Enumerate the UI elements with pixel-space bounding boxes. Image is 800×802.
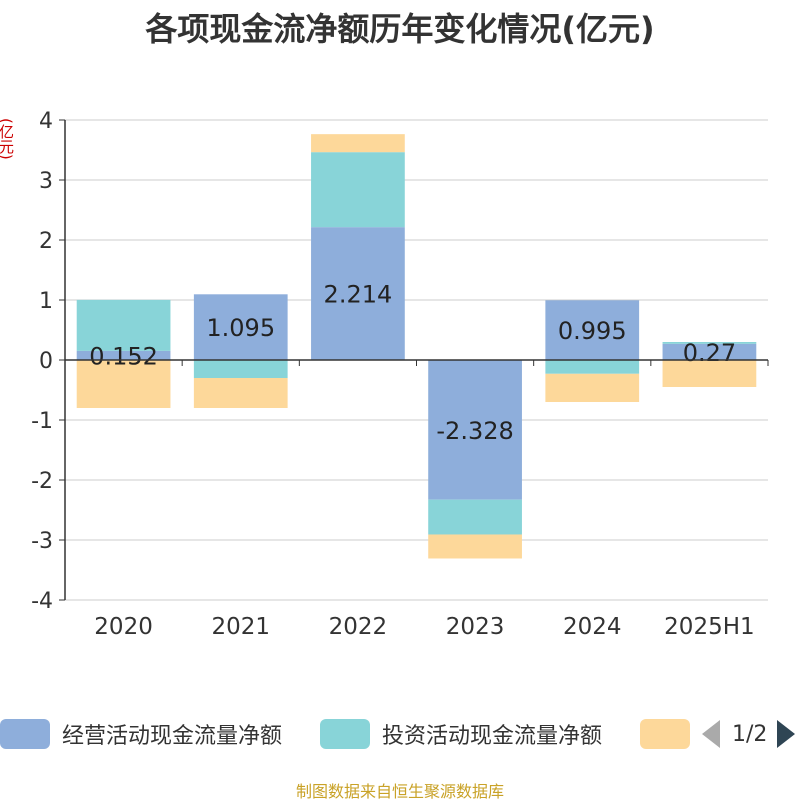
bar-segment [545, 300, 640, 360]
y-tick-label: -3 [31, 529, 53, 554]
y-tick-label: -4 [31, 589, 53, 614]
y-tick-label: 1 [39, 289, 53, 314]
bar-segment [428, 534, 522, 559]
data-label: 1.095 [206, 314, 275, 342]
bar-segment [662, 342, 757, 344]
bar-segment [311, 134, 405, 153]
x-tick-label: 2021 [211, 614, 270, 640]
bar-segment [662, 360, 757, 387]
y-tick-label: 3 [39, 169, 53, 194]
x-tick-label: 2022 [329, 614, 388, 640]
chart-canvas: 4 3 2 1 0 -1 -2 -3 -4 0.152 1.095 2.214 -2.328 0.995 0… [31, 109, 769, 640]
y-tick-label: -2 [31, 469, 53, 494]
bar-segment [428, 499, 522, 535]
legend-swatch-financing [640, 719, 690, 749]
y-tick-label: 4 [39, 109, 53, 134]
legend-label-operating: 经营活动现金流量净额 [62, 724, 283, 749]
legend-swatch-operating [0, 719, 50, 749]
data-label: 2.214 [324, 281, 393, 309]
x-tick-label: 2024 [563, 614, 622, 640]
data-label: 0.27 [683, 339, 736, 367]
legend-label-investing: 投资活动现金流量净额 [382, 724, 603, 749]
bar-segment [76, 350, 171, 360]
y-tick-label: -1 [31, 409, 53, 434]
bar-segment [193, 360, 288, 378]
bar-segment [545, 360, 640, 374]
x-tick-label: 2020 [94, 614, 153, 640]
bar-segment [428, 360, 522, 500]
legend-item-operating[interactable]: 经营活动现金流量净额 [0, 712, 282, 756]
bar-segment [311, 152, 405, 228]
data-label: 0.152 [89, 342, 158, 370]
data-source-note: 制图数据来自恒生聚源数据库 [295, 782, 504, 801]
x-tick-label: 2023 [446, 614, 505, 640]
bar-segment [193, 294, 288, 360]
x-tick-label: 2025H1 [664, 614, 754, 640]
legend: 经营活动现金流量净额 投资活动现金流量净额 1/2 [0, 712, 800, 756]
pager-next-icon[interactable] [777, 720, 796, 748]
data-label: 0.995 [558, 317, 627, 345]
pager-label: 1/2 [732, 721, 768, 747]
bar-segment [662, 343, 757, 360]
chart-title: 各项现金流净额历年变化情况(亿元) [145, 10, 655, 48]
bar-segment [545, 373, 640, 402]
bar-segment [193, 378, 288, 408]
y-axis-unit: (亿元) [0, 118, 15, 160]
data-label: -2.328 [436, 417, 513, 445]
legend-pager: 1/2 [702, 712, 796, 756]
bar-segment [76, 360, 171, 408]
y-tick-label: 0 [39, 349, 53, 374]
y-tick-label: 2 [39, 229, 53, 254]
bar-segment [311, 227, 405, 360]
legend-swatch-investing [320, 719, 370, 749]
pager-prev-icon[interactable] [702, 720, 720, 748]
legend-item-investing[interactable]: 投资活动现金流量净额 [320, 712, 602, 756]
bar-segment [76, 299, 171, 351]
legend-item-financing[interactable] [640, 712, 690, 756]
